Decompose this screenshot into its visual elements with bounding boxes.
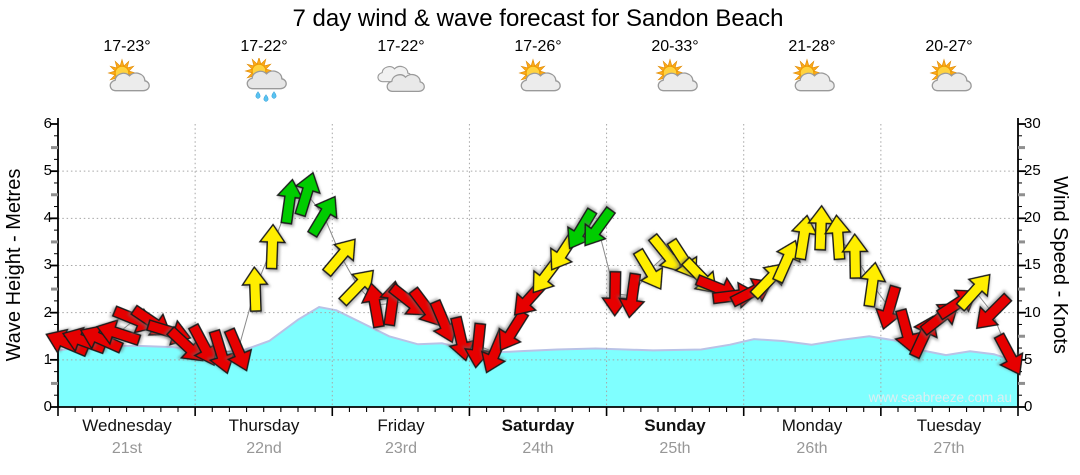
day-date: 23rd	[384, 440, 418, 457]
wind-arrow	[993, 332, 1024, 376]
wave-height-area	[58, 307, 1018, 407]
wind-arrow	[258, 223, 287, 270]
day-name: Sunday	[644, 416, 706, 435]
wind-arrow	[955, 273, 991, 312]
right-axis-tick: 0	[1024, 398, 1033, 415]
weather-partly-cloudy-icon	[58, 58, 196, 106]
day-name: Saturday	[501, 416, 575, 435]
wind-arrow	[223, 327, 253, 372]
day-name: Wednesday	[82, 416, 172, 435]
wind-arrow	[45, 328, 90, 358]
right-axis-tick: 20	[1024, 209, 1041, 226]
right-axis-tick: 15	[1024, 256, 1041, 273]
right-axis-title: Wind Speed - Knots	[1049, 176, 1071, 354]
left-axis-tick: 2	[43, 304, 52, 321]
wind-arrow	[584, 205, 617, 247]
day-date: 22nd	[246, 440, 282, 457]
wind-arrow	[859, 261, 887, 308]
wind-arrow	[975, 292, 1013, 330]
wind-arrow	[294, 171, 321, 218]
wind-arrow	[321, 238, 356, 278]
wind-arrow	[632, 247, 664, 291]
weather-partly-cloudy-icon	[743, 58, 881, 106]
wind-arrow	[823, 214, 852, 261]
weather-partly-cloudy-icon	[880, 58, 1018, 106]
wind-arrow	[241, 265, 269, 312]
page-title: 7 day wind & wave forecast for Sandon Be…	[292, 5, 784, 32]
wind-arrow	[61, 326, 108, 355]
day-temp: 17-23°	[103, 38, 151, 55]
day-date: 25th	[659, 440, 691, 457]
watermark: www.seabreeze.com.au	[868, 390, 1012, 405]
day-temp: 17-22°	[377, 38, 425, 55]
left-axis-tick: 0	[43, 398, 52, 415]
weather-partly-cloudy-icon	[606, 58, 744, 106]
day-name: Tuesday	[916, 416, 982, 435]
day-date: 24th	[522, 440, 554, 457]
day-temp: 21-28°	[788, 38, 836, 55]
day-temp: 20-27°	[925, 38, 973, 55]
left-axis-tick: 1	[43, 351, 52, 368]
day-date: 21st	[111, 440, 143, 457]
wind-arrow	[95, 319, 142, 347]
day-temp: 17-22°	[240, 38, 288, 55]
weather-cloudy-icon	[332, 58, 470, 106]
wave-height-outline	[57, 305, 1019, 364]
left-axis-tick: 6	[43, 115, 52, 132]
day-name: Thursday	[228, 416, 300, 435]
left-axis-tick: 4	[43, 209, 52, 226]
weather-showers-icon	[195, 58, 333, 106]
day-temp: 20-33°	[651, 38, 699, 55]
wind-arrow	[360, 282, 389, 329]
wind-arrow	[841, 232, 869, 279]
weather-partly-cloudy-icon	[469, 58, 607, 106]
wind-arrow	[618, 272, 646, 319]
day-date: 27th	[933, 440, 965, 457]
day-date: 26th	[796, 440, 828, 457]
wind-arrow	[771, 239, 801, 284]
wind-arrow	[894, 308, 921, 354]
day-name: Friday	[377, 416, 425, 435]
day-name: Monday	[781, 416, 843, 435]
left-axis-tick: 5	[43, 162, 52, 179]
right-axis-tick: 25	[1024, 162, 1041, 179]
right-axis-tick: 30	[1024, 115, 1041, 132]
right-axis-tick: 5	[1024, 351, 1033, 368]
day-temp: 17-26°	[514, 38, 562, 55]
left-axis-tick: 3	[43, 256, 52, 273]
right-axis-tick: 10	[1024, 304, 1041, 321]
wind-arrow	[306, 195, 338, 238]
left-axis-title: Wave Height - Metres	[3, 168, 25, 362]
